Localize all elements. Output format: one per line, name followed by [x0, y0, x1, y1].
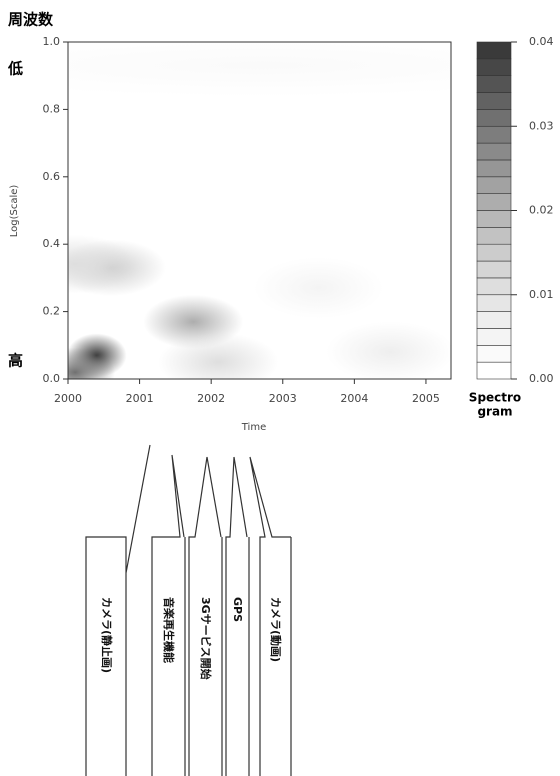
high-label: 高	[8, 352, 23, 370]
colorbar-tick-label: 0.03	[529, 119, 554, 132]
colorbar-band	[476, 109, 512, 127]
colorbar-band	[476, 41, 512, 60]
colorbar-band	[476, 311, 512, 329]
colorbar-band	[476, 193, 512, 211]
spectrogram-peak	[68, 234, 136, 294]
low-label: 低	[7, 60, 23, 78]
x-tick-label: 2000	[54, 392, 82, 405]
colorbar-band	[476, 159, 512, 178]
plot-frame	[67, 41, 452, 380]
colorbar-band	[476, 176, 512, 194]
x-axis-label: Time	[241, 422, 266, 433]
x-tick-label: 2004	[340, 392, 368, 405]
annotations: カメラ(静止画) 音楽再生機能 3Gサービス開始 GPS カメラ(動画)	[100, 597, 283, 680]
colorbar-band	[476, 328, 512, 346]
colorbar-band	[476, 227, 512, 245]
y-tick-label: 0.0	[43, 372, 61, 385]
colorbar-band	[476, 294, 512, 312]
title: 周波数	[8, 11, 54, 29]
annotation: カメラ(静止画)	[100, 597, 114, 673]
annotation: カメラ(動画)	[269, 597, 283, 662]
annotation: 音楽再生機能	[162, 597, 176, 663]
x-tick-label: 2003	[269, 392, 297, 405]
annotation: GPS	[231, 597, 244, 622]
annotation: 3Gサービス開始	[199, 597, 213, 680]
x-tick-label: 2001	[126, 392, 154, 405]
y-tick-label: 0.4	[43, 237, 61, 250]
callouts	[85, 444, 292, 776]
colorbar-band	[476, 75, 512, 93]
spectrogram-peak	[68, 347, 116, 379]
x-tick-label: 2005	[412, 392, 440, 405]
y-axis-label: Log(Scale)	[9, 185, 20, 238]
colorbar-label: Spectro	[469, 391, 521, 405]
spectrogram-peak	[158, 332, 279, 379]
spectrogram-peak	[253, 257, 384, 319]
y-tick-label: 0.2	[43, 305, 61, 318]
colorbar-band	[476, 361, 512, 380]
heatmap	[68, 42, 451, 379]
colorbar-band	[476, 277, 512, 296]
spectrogram-peak	[326, 321, 451, 379]
y-tick-label: 1.0	[43, 35, 61, 48]
colorbar-band	[476, 243, 512, 262]
colorbar-band	[476, 58, 512, 76]
colorbar-band	[476, 344, 512, 363]
colorbar-tick-label: 0.02	[529, 204, 554, 217]
colorbar-band	[476, 125, 512, 144]
colorbar-band	[476, 142, 512, 161]
colorbar-tick-label: 0.00	[529, 372, 554, 385]
colorbar-band	[476, 92, 512, 110]
y-tick-label: 0.8	[43, 102, 61, 115]
colorbar-label: gram	[477, 405, 512, 419]
colorbar-tick-label: 0.04	[529, 35, 554, 48]
x-tick-label: 2002	[197, 392, 225, 405]
colorbar-band	[476, 210, 512, 228]
y-tick-label: 0.6	[43, 170, 61, 183]
colorbar-band	[476, 260, 512, 279]
spectrogram-peak	[68, 42, 451, 97]
colorbar-tick-label: 0.01	[529, 288, 554, 301]
